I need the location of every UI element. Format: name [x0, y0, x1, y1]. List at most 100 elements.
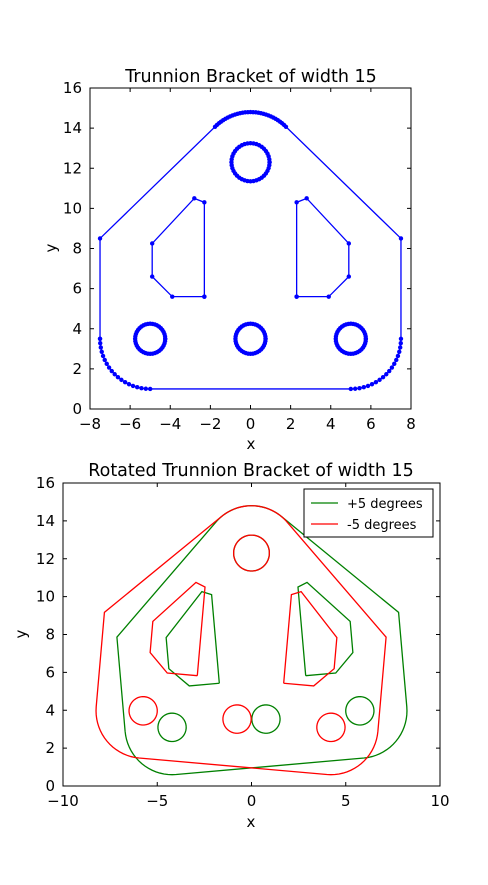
- bracket-slot-2-point: [304, 196, 309, 201]
- bracket-outline-point: [135, 385, 140, 390]
- bracket-outline-point: [373, 380, 379, 385]
- chart-top-xtick-label: 0: [246, 415, 256, 433]
- chart-bottom-title: Rotated Trunnion Bracket of width 15: [88, 461, 414, 481]
- series-1-hole-3-line: [251, 704, 281, 734]
- series-1-slot-2-line: [297, 581, 354, 677]
- series-2-slot-1-line: [149, 581, 206, 677]
- bracket-outline-point: [398, 336, 404, 341]
- chart-top-plot-area: [97, 109, 404, 392]
- bracket-slot-1-point: [149, 241, 155, 246]
- chart-top-axes-frame: [89, 87, 412, 410]
- bracket-outline-point: [394, 357, 399, 363]
- bracket-hole-2-point: [163, 336, 168, 341]
- bracket-slot-1-point: [202, 294, 207, 299]
- bracket-hole-3-point: [263, 336, 268, 341]
- chart-top-ytick-label: 16: [63, 79, 82, 97]
- chart-top-ytick-label: 10: [63, 199, 82, 217]
- bracket-outline-point: [365, 383, 371, 389]
- chart-bottom-xtick-label: 5: [341, 792, 351, 810]
- series-2-hole-2-line: [128, 696, 158, 726]
- bracket-outline-point: [369, 382, 375, 387]
- bracket-outline-point: [104, 361, 109, 367]
- chart-bottom-ytick-label: 10: [36, 588, 55, 606]
- bracket-outline-point: [147, 386, 153, 392]
- bracket-outline-point: [97, 336, 103, 341]
- legend-box: [303, 488, 434, 538]
- bracket-outline-point: [384, 372, 389, 377]
- chart-top-title: Trunnion Bracket of width 15: [124, 67, 377, 87]
- bracket-outline-point: [119, 377, 124, 383]
- bracket-outline-point: [98, 340, 103, 346]
- bracket-outline-point: [395, 353, 401, 359]
- bracket-outline-point: [397, 349, 402, 354]
- bracket-outline-point: [98, 345, 103, 350]
- bracket-outline-point: [115, 375, 121, 380]
- chart-top-ytick-label: 4: [72, 320, 82, 338]
- chart-top-xtick-label: 8: [406, 415, 416, 433]
- chart-top-xtick-label: −8: [79, 415, 101, 433]
- bracket-slot-2-point: [346, 274, 352, 279]
- bracket-outline-point: [377, 377, 382, 383]
- bracket-outline-point: [106, 365, 112, 370]
- bracket-outline-point: [392, 361, 397, 367]
- chart-bottom-ytick-label: 4: [45, 701, 55, 719]
- chart-bottom-y-ticks: 0 2 4 6 8 10 12 14 16: [36, 474, 440, 795]
- series-1-hole-4-line: [345, 696, 375, 726]
- bracket-outline-point: [380, 375, 386, 380]
- bracket-outline-point: [109, 368, 114, 374]
- chart-top-xtick-label: −6: [119, 415, 141, 433]
- chart-top: Trunnion Bracket of width 15 −8 −6 −4 −2 0 2 4…: [42, 67, 416, 453]
- chart-top-ytick-label: 8: [72, 240, 82, 258]
- chart-bottom-x-ticks: −10 −5 0 5 10: [47, 483, 450, 810]
- bracket-outline-point: [130, 383, 136, 389]
- series-2-slot-2-line: [283, 590, 338, 687]
- series-2-outline-line: [95, 505, 387, 776]
- chart-bottom-xtick-label: 10: [430, 792, 449, 810]
- chart-bottom-xtick-label: −10: [47, 792, 79, 810]
- chart-bottom-ytick-label: 6: [45, 663, 55, 681]
- bracket-outline-point: [139, 385, 144, 391]
- bracket-outline-point: [97, 236, 103, 241]
- bracket-outline-point: [99, 349, 104, 354]
- bracket-hole-4-point: [363, 336, 369, 341]
- bracket-outline-line: [99, 111, 402, 390]
- bracket-outline-point: [398, 236, 404, 241]
- bracket-outline-point: [143, 386, 149, 391]
- bracket-outline-point: [212, 124, 218, 129]
- chart-top-ytick-label: 2: [72, 360, 82, 378]
- chart-bottom-ylabel: y: [12, 629, 30, 638]
- bracket-outline-point: [102, 357, 107, 363]
- chart-top-y-ticks: 0 2 4 6 8 10 12 14 16: [63, 79, 411, 418]
- bracket-outline-point: [100, 353, 106, 359]
- bracket-slot-2-line: [295, 197, 350, 298]
- chart-top-xtick-label: −4: [159, 415, 181, 433]
- chart-bottom-ytick-label: 12: [36, 550, 55, 568]
- chart-bottom-xtick-label: −5: [146, 792, 168, 810]
- chart-top-xtick-label: −2: [199, 415, 221, 433]
- bracket-slot-1-line: [151, 197, 206, 298]
- bracket-outline-point: [361, 385, 366, 390]
- bracket-slot-2-point: [346, 241, 352, 246]
- chart-top-ylabel: y: [42, 243, 60, 252]
- series-2-hole-1-line: [232, 534, 271, 572]
- bracket-slot-2-point: [294, 200, 299, 205]
- bracket-hole-1-point: [267, 160, 272, 165]
- chart-top-ytick-label: 12: [63, 159, 82, 177]
- bracket-slot-2-point: [294, 294, 299, 299]
- bracket-outline-point: [122, 380, 128, 385]
- chart-bottom-ytick-label: 0: [45, 777, 55, 795]
- legend-label-plus5: +5 degrees: [347, 497, 423, 512]
- series-1-hole-2-line: [157, 712, 187, 743]
- bracket-slot-1-point: [192, 196, 197, 201]
- chart-top-ytick-label: 6: [72, 280, 82, 298]
- chart-bottom-xtick-label: 0: [247, 792, 257, 810]
- legend: +5 degrees -5 degrees: [303, 488, 434, 538]
- series-1-slot-1-line: [165, 590, 220, 687]
- bracket-outline-point: [387, 368, 392, 374]
- series-2-hole-3-line: [222, 704, 252, 734]
- bracket-outline-point: [352, 386, 358, 391]
- chart-bottom-ytick-label: 14: [36, 512, 55, 530]
- legend-label-minus5: -5 degrees: [347, 518, 417, 533]
- bracket-outline-point: [357, 385, 362, 391]
